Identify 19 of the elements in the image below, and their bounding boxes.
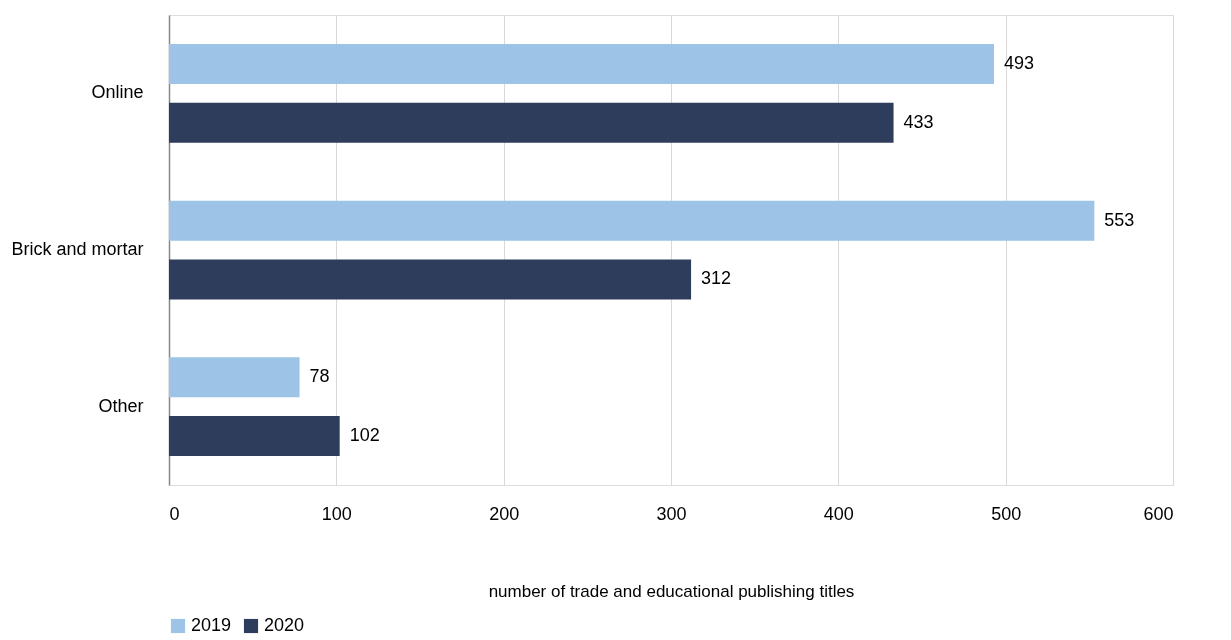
legend-label: 2020 xyxy=(264,615,305,635)
data-label: 312 xyxy=(701,268,732,289)
y-tick-label: Online xyxy=(91,82,144,103)
data-label: 493 xyxy=(1003,52,1034,73)
x-tick-label: 0 xyxy=(169,503,180,524)
x-tick-label: 400 xyxy=(823,503,854,524)
data-label: 553 xyxy=(1104,209,1135,230)
x-tick-label: 300 xyxy=(656,503,687,524)
data-label: 102 xyxy=(349,425,380,446)
data-label: 78 xyxy=(309,366,330,387)
y-tick-label: Other xyxy=(98,395,144,416)
x-tick-label: 100 xyxy=(321,503,352,524)
data-label: 433 xyxy=(903,111,934,132)
x-axis-title: number of trade and educational publishing titles xyxy=(488,581,855,601)
x-tick-label: 200 xyxy=(489,503,520,524)
x-tick-label: 600 xyxy=(1143,503,1174,524)
x-tick-label: 500 xyxy=(991,503,1022,524)
legend-label: 2019 xyxy=(191,615,232,635)
y-tick-label: Brick and mortar xyxy=(11,239,144,259)
